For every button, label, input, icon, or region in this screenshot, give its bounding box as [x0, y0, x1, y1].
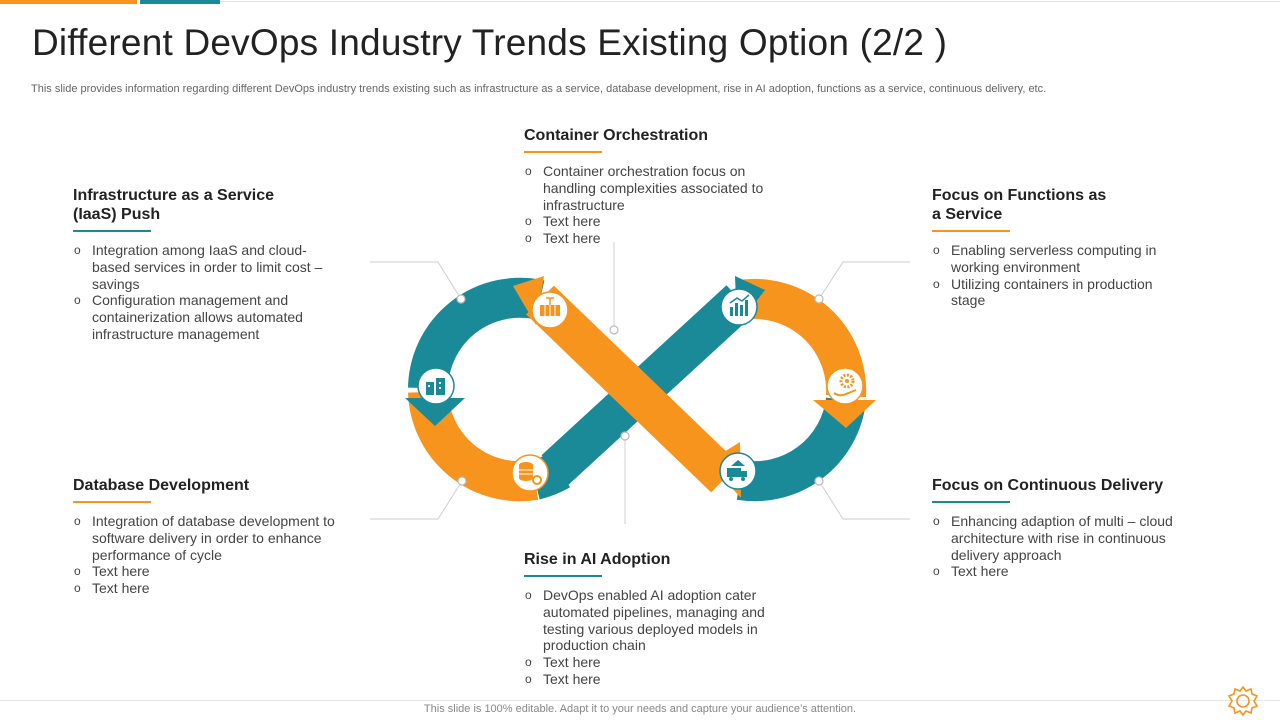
list-item: Enabling serverless computing in working… — [932, 242, 1177, 276]
section-faas: Focus on Functions as a Service Enabling… — [932, 186, 1177, 309]
list-item: Text here — [524, 230, 769, 247]
section-title-line2: (IaaS) Push — [73, 206, 161, 223]
list-item: Integration among IaaS and cloud-based s… — [73, 242, 343, 292]
list-item: Text here — [524, 654, 774, 671]
page-subtitle: This slide provides information regardin… — [31, 83, 1047, 95]
section-database-development: Database Development Integration of data… — [73, 476, 351, 597]
top-accent-teal — [140, 0, 220, 4]
list-item: Utilizing containers in production stage — [932, 276, 1177, 310]
list-item: DevOps enabled AI adoption cater automat… — [524, 587, 774, 654]
list-item: Container orchestration focus on handlin… — [524, 163, 769, 213]
bullet-list: Integration among IaaS and cloud-based s… — [73, 242, 343, 343]
bullet-list: Container orchestration focus on handlin… — [524, 163, 769, 247]
list-item: Integration of database development to s… — [73, 513, 351, 563]
list-item: Text here — [524, 671, 774, 688]
list-item: Text here — [73, 563, 351, 580]
section-title: Container Orchestration — [524, 127, 709, 144]
list-item: Text here — [524, 213, 769, 230]
gear-logo-icon — [1227, 685, 1259, 717]
leader-lines — [370, 242, 910, 524]
section-title: Focus on Functions as a Service — [932, 186, 1177, 224]
connector-dots — [456, 294, 824, 486]
section-title: Rise in AI Adoption — [524, 551, 671, 568]
section-title: Infrastructure as a Service (IaaS) Push — [73, 186, 343, 224]
section-underline — [524, 151, 602, 153]
section-underline — [73, 501, 151, 503]
section-container-orchestration: Container Orchestration Container orches… — [524, 126, 769, 247]
section-title: Database Development — [73, 477, 250, 494]
section-underline — [932, 501, 1010, 503]
buildings-icon — [417, 367, 455, 405]
section-continuous-delivery: Focus on Continuous Delivery Enhancing a… — [932, 476, 1192, 580]
infinity-shape — [408, 277, 867, 502]
section-title-line1: Infrastructure as a Service — [73, 187, 274, 204]
section-title-line2: a Service — [932, 206, 1003, 223]
top-accent-orange — [0, 0, 137, 4]
section-title: Focus on Continuous Delivery — [932, 477, 1164, 494]
section-iaas: Infrastructure as a Service (IaaS) Push … — [73, 186, 343, 343]
bullet-list: DevOps enabled AI adoption cater automat… — [524, 587, 774, 688]
truck-icon — [719, 452, 757, 490]
top-divider — [220, 1, 1280, 2]
bullet-list: Enhancing adaption of multi – cloud arch… — [932, 513, 1192, 580]
database-gear-icon — [511, 454, 549, 492]
list-item: Text here — [932, 563, 1192, 580]
footer-text: This slide is 100% editable. Adapt it to… — [423, 703, 857, 715]
chart-icon — [720, 288, 758, 326]
page-title: Different DevOps Industry Trends Existin… — [32, 22, 948, 63]
footer-divider — [0, 700, 1280, 701]
bullet-list: Integration of database development to s… — [73, 513, 351, 597]
list-item: Configuration management and containeriz… — [73, 292, 343, 342]
section-title-line1: Focus on Functions as — [932, 187, 1107, 204]
gear-hand-icon — [826, 367, 864, 405]
section-underline — [932, 230, 1010, 232]
section-underline — [524, 575, 602, 577]
list-item: Text here — [73, 580, 351, 597]
list-item: Enhancing adaption of multi – cloud arch… — [932, 513, 1192, 563]
container-icon — [531, 291, 569, 329]
section-underline — [73, 230, 151, 232]
section-ai-adoption: Rise in AI Adoption DevOps enabled AI ad… — [524, 550, 774, 688]
bullet-list: Enabling serverless computing in working… — [932, 242, 1177, 309]
